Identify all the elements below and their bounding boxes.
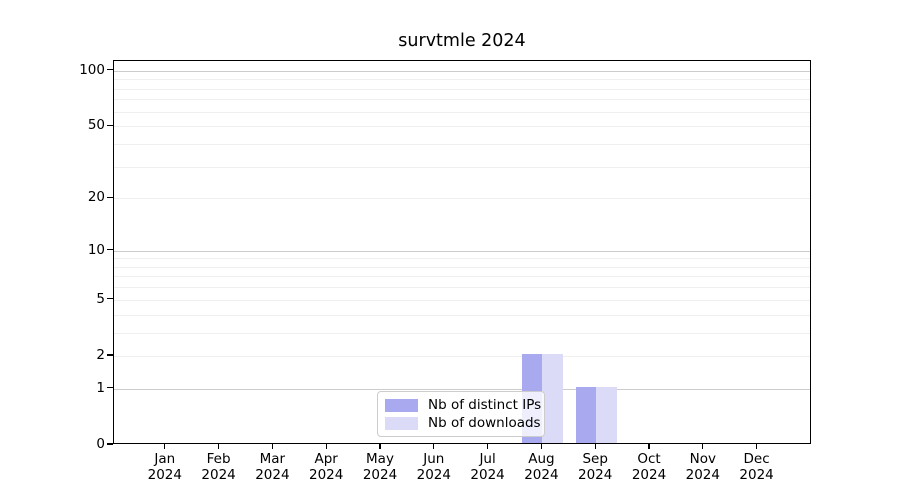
x-tick-label: Oct 2024: [631, 451, 667, 483]
x-tick-mark: [379, 444, 381, 449]
y-tick-label: 20: [87, 189, 105, 206]
y-tick-mark: [107, 354, 113, 356]
x-tick-mark: [271, 444, 274, 449]
x-tick-label: Apr 2024: [309, 451, 344, 483]
major-gridline: [114, 70, 810, 72]
y-tick-label: 1: [96, 379, 105, 396]
minor-gridline: [114, 314, 810, 316]
plot-area: [113, 60, 811, 444]
y-tick-label: 0: [96, 436, 105, 452]
legend: Nb of distinct IPs Nb of downloads: [377, 391, 545, 437]
x-tick-mark: [217, 444, 220, 449]
x-tick-label: May 2024: [362, 451, 398, 483]
minor-gridline: [114, 111, 810, 113]
x-tick-mark: [540, 444, 543, 449]
y-tick-label: 100: [79, 61, 105, 78]
major-gridline: [114, 250, 810, 252]
legend-item-downloads: Nb of downloads: [385, 415, 541, 431]
y-tick-label: 2: [96, 346, 105, 363]
y-tick-label: 5: [96, 290, 105, 307]
y-tick-mark: [107, 69, 113, 71]
downloads-swatch-icon: [385, 416, 418, 430]
minor-gridline: [114, 99, 810, 101]
minor-gridline: [114, 258, 810, 260]
x-tick-label: Jan 2024: [147, 451, 182, 483]
x-tick-mark: [486, 444, 489, 449]
x-tick-mark: [594, 444, 596, 449]
x-tick-mark: [325, 444, 327, 449]
major-gridline: [114, 388, 810, 390]
x-tick-mark: [164, 444, 166, 449]
legend-label: Nb of distinct IPs: [428, 397, 542, 413]
legend-label: Nb of downloads: [428, 415, 541, 431]
y-tick-mark: [107, 124, 113, 126]
minor-gridline: [114, 79, 810, 81]
y-tick-mark: [107, 387, 113, 389]
minor-gridline: [114, 88, 810, 90]
bar-sep-distinct-ips: [575, 386, 597, 443]
legend-item-distinct-ips: Nb of distinct IPs: [385, 397, 541, 413]
x-tick-mark: [648, 444, 650, 449]
x-tick-mark: [702, 444, 704, 449]
x-tick-mark: [433, 444, 435, 449]
x-tick-label: Nov 2024: [685, 451, 720, 483]
y-tick-label: 50: [87, 117, 105, 134]
y-tick-mark: [107, 248, 113, 251]
chart-title: survtmle 2024: [398, 31, 526, 51]
minor-gridline: [114, 299, 810, 301]
x-tick-label: Sep 2024: [578, 451, 613, 483]
y-tick-mark: [107, 298, 113, 300]
x-tick-label: Jul 2024: [470, 451, 505, 483]
minor-gridline: [114, 143, 810, 145]
minor-gridline: [114, 332, 810, 334]
minor-gridline: [114, 276, 810, 278]
bar-aug-downloads: [542, 353, 563, 443]
minor-gridline: [114, 126, 810, 128]
x-tick-label: Dec 2024: [739, 451, 774, 483]
y-tick-mark: [107, 196, 113, 198]
x-tick-mark: [755, 444, 758, 449]
x-tick-label: Feb 2024: [201, 451, 236, 483]
minor-gridline: [114, 266, 810, 268]
minor-gridline: [114, 166, 810, 168]
y-tick-mark: [107, 443, 113, 445]
y-tick-label: 10: [87, 241, 105, 258]
x-tick-label: Aug 2024: [524, 451, 559, 483]
minor-gridline: [114, 355, 810, 357]
minor-gridline: [114, 198, 810, 200]
bar-sep-downloads: [596, 386, 617, 443]
minor-gridline: [114, 287, 810, 289]
x-tick-label: Mar 2024: [255, 451, 290, 483]
x-tick-label: Jun 2024: [416, 451, 451, 483]
distinct-ips-swatch-icon: [385, 398, 418, 412]
